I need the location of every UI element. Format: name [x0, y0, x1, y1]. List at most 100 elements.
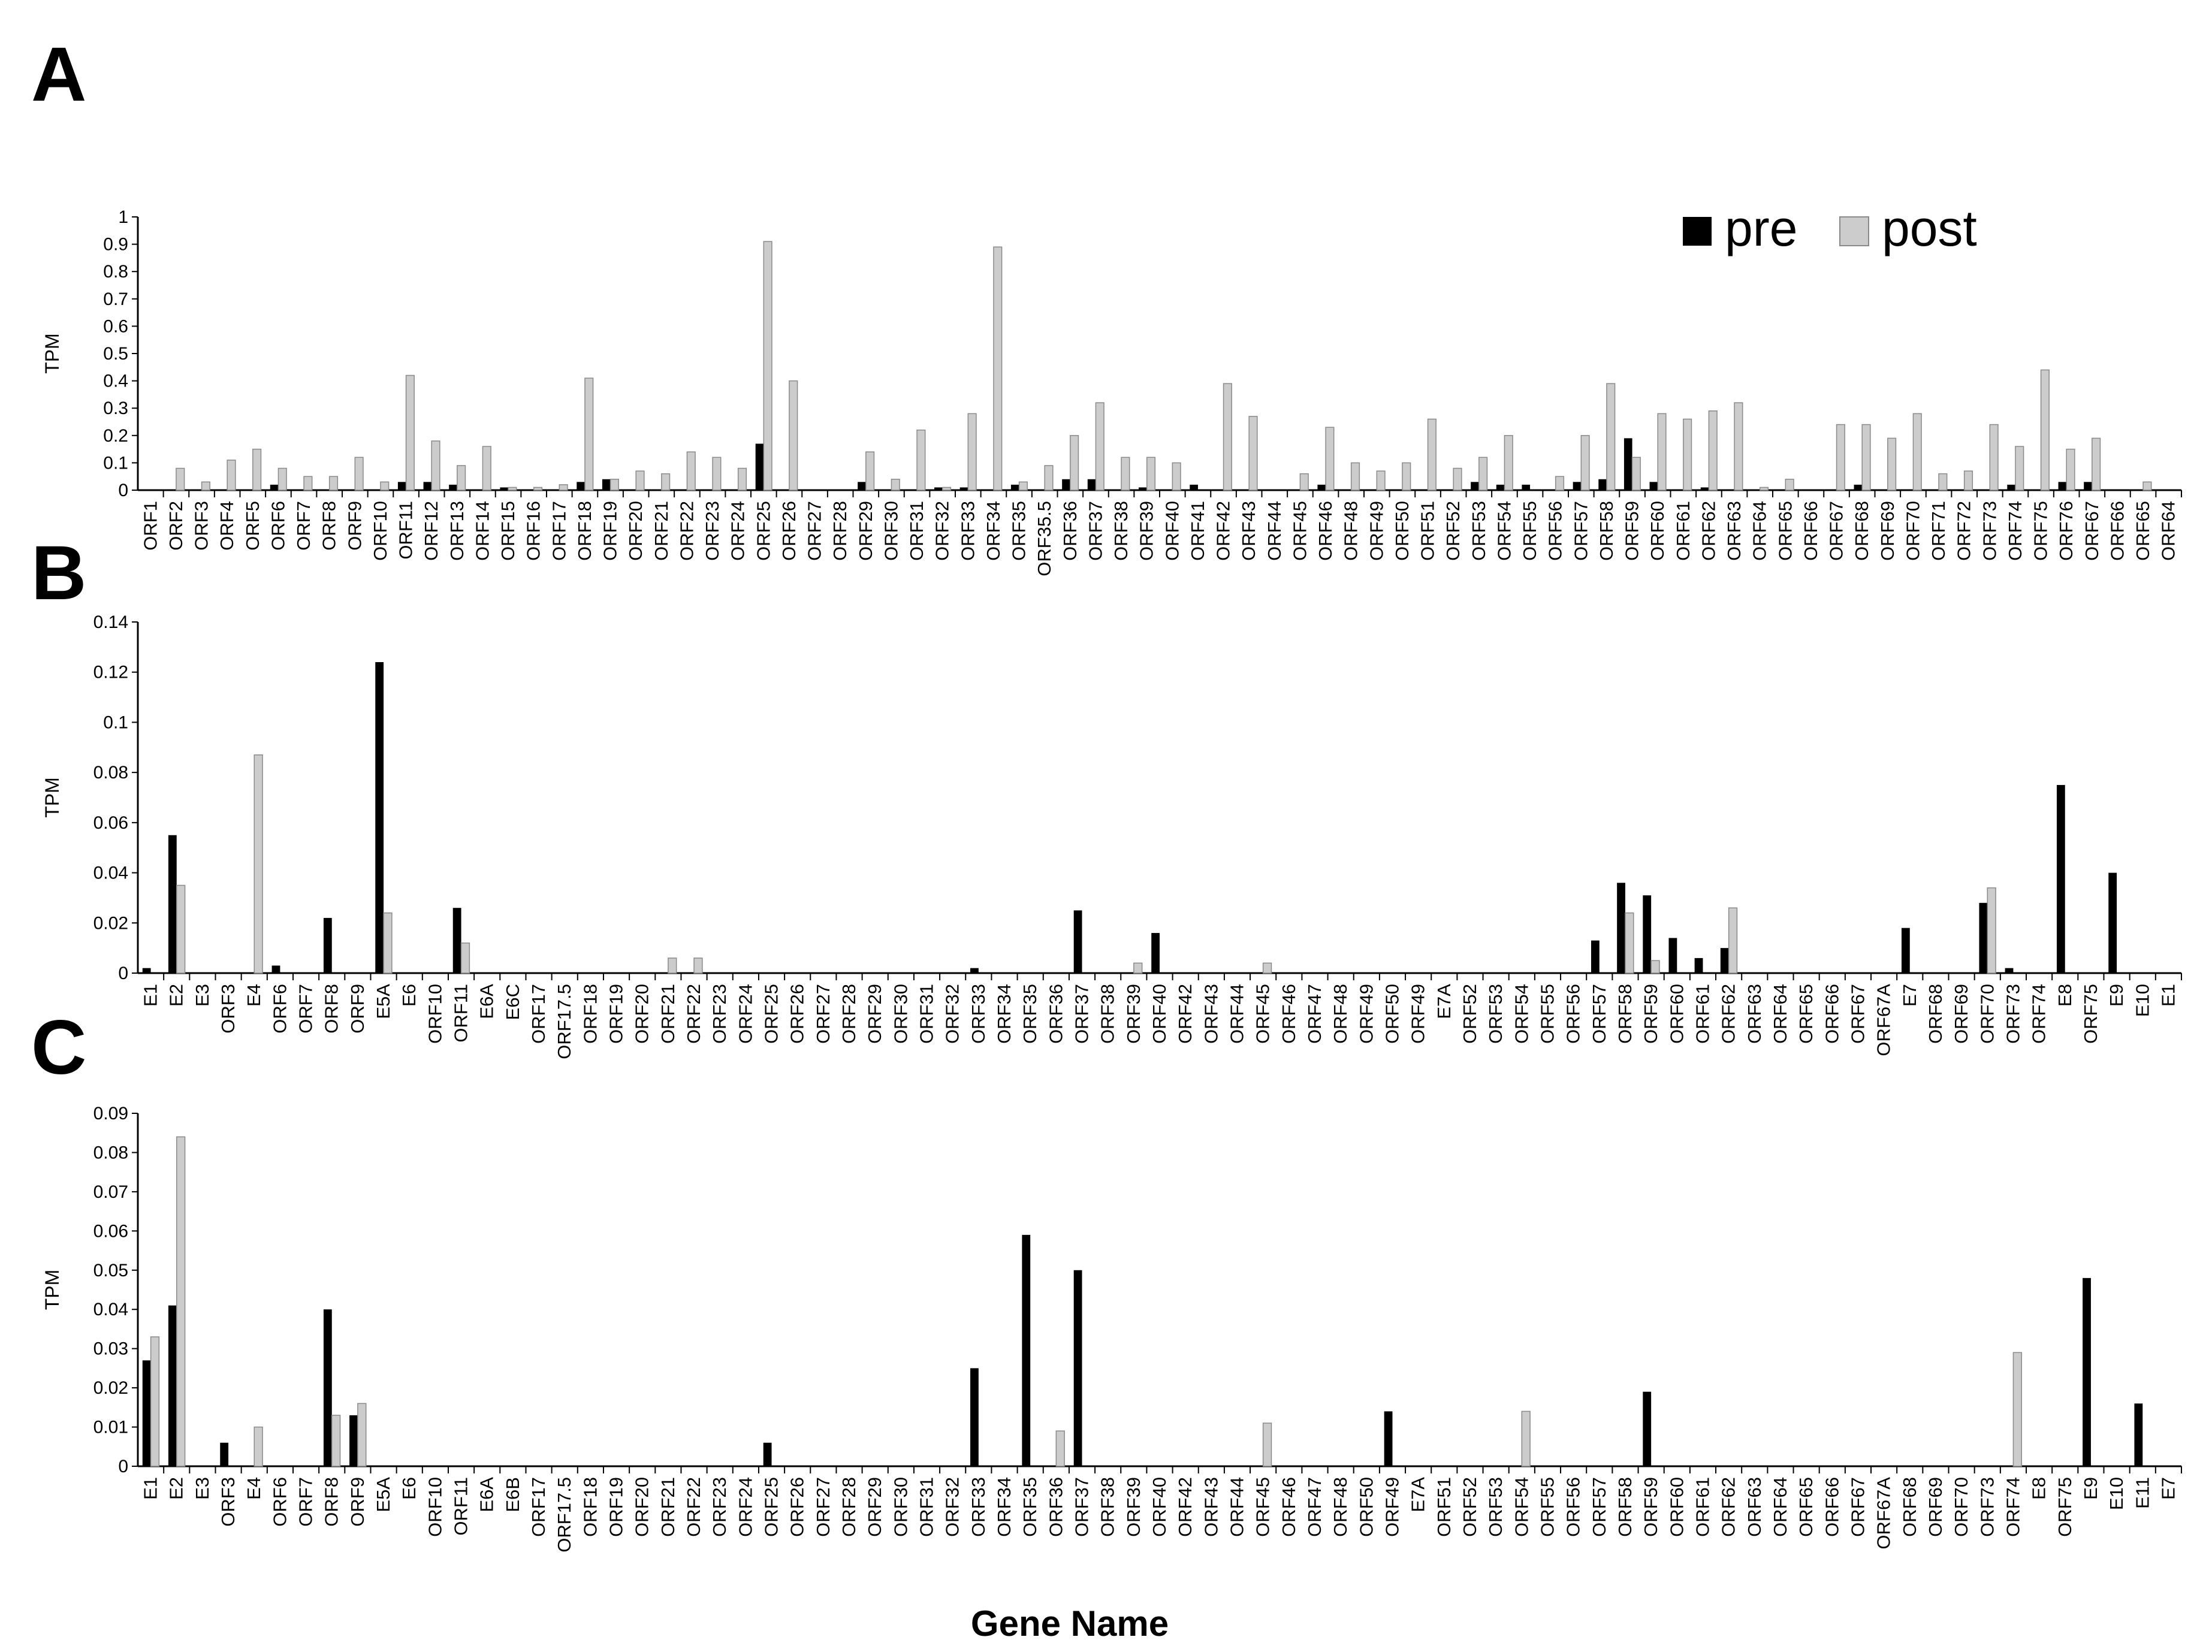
- y-tick-label: 0: [118, 964, 128, 983]
- x-tick-label: ORF3: [218, 1477, 239, 1527]
- bar-pre: [2084, 482, 2092, 490]
- x-tick-label: ORF30: [890, 984, 911, 1044]
- x-tick-label: ORF56: [1545, 501, 1566, 561]
- legend: pre post: [1683, 200, 1977, 256]
- x-tick-label: ORF9: [344, 501, 365, 551]
- bar-post: [967, 413, 977, 491]
- bar-pre: [449, 484, 457, 490]
- x-tick-label: ORF26: [787, 984, 808, 1044]
- x-tick-label: E7: [2157, 1477, 2178, 1500]
- x-tick-label: ORF40: [1149, 984, 1170, 1044]
- x-tick-label: ORF28: [838, 984, 859, 1044]
- x-tick-label: ORF69: [1925, 1477, 1946, 1537]
- bar-pre: [1700, 487, 1709, 490]
- bar-post: [993, 246, 1003, 491]
- x-tick-label: ORF44: [1226, 1477, 1247, 1537]
- x-tick-label: ORF2: [165, 501, 186, 551]
- x-tick-label: ORF56: [1563, 984, 1584, 1044]
- bar-pre: [755, 443, 764, 490]
- bar-pre: [271, 965, 280, 973]
- bar-post: [1785, 479, 1794, 491]
- x-tick-label: ORF65: [2132, 501, 2153, 561]
- x-tick-label: ORF74: [2002, 1477, 2023, 1537]
- x-tick-label: E8: [2054, 984, 2075, 1007]
- x-tick-label: ORF31: [906, 501, 927, 561]
- x-tick-label: ORF65: [1795, 984, 1816, 1044]
- bar-pre: [1901, 928, 1910, 973]
- x-tick-label: ORF30: [890, 1477, 911, 1537]
- x-tick-label: ORF50: [1381, 984, 1402, 1044]
- bar-pre: [1496, 484, 1505, 490]
- x-tick-label: ORF60: [1666, 984, 1687, 1044]
- x-tick-label: ORF45: [1253, 1477, 1274, 1537]
- bar-post: [2040, 369, 2050, 491]
- bar-post: [1912, 413, 1922, 491]
- x-tick-label: ORF66: [1821, 984, 1842, 1044]
- bar-post: [916, 429, 926, 491]
- legend-swatch-post: [1839, 216, 1869, 246]
- x-tick-label: E1: [140, 984, 161, 1007]
- x-tick-label: ORF26: [778, 501, 799, 561]
- x-tick-label: ORF57: [1570, 501, 1591, 561]
- bar-pre: [1022, 1234, 1031, 1466]
- bar-post: [508, 487, 517, 491]
- y-tick-label: 0: [118, 1457, 128, 1476]
- x-tick-label: ORF49: [1356, 984, 1377, 1044]
- x-tick-label: ORF15: [497, 501, 518, 561]
- x-tick-label: ORF36: [1060, 501, 1081, 561]
- y-tick-label: 0: [118, 481, 128, 500]
- bar-post: [405, 375, 415, 491]
- x-tick-label: ORF64: [1749, 501, 1770, 561]
- x-tick-label: ORF74: [2029, 984, 2050, 1044]
- bar-post: [559, 484, 568, 491]
- bar-post: [1657, 413, 1667, 491]
- y-tick-label: 0.5: [103, 344, 128, 364]
- y-tick-label: 0.1: [103, 453, 128, 473]
- bar-pre: [423, 482, 432, 490]
- bar-post: [1625, 912, 1634, 974]
- x-tick-label: ORF33: [968, 984, 989, 1044]
- x-tick-label: ORF36: [1045, 1477, 1066, 1537]
- bar-pre: [858, 482, 866, 490]
- bar-post: [1055, 1430, 1065, 1467]
- x-tick-label: ORF59: [1622, 501, 1643, 561]
- bar-pre: [763, 1442, 772, 1466]
- x-tick-label: ORF62: [1718, 1477, 1739, 1537]
- legend-swatch-pre: [1683, 217, 1712, 246]
- x-tick-label: ORF35: [1019, 1477, 1040, 1537]
- bar-post: [941, 487, 952, 491]
- x-tick-label: ORF19: [606, 984, 627, 1044]
- x-tick-label: ORF23: [709, 1477, 730, 1537]
- bar-post: [686, 451, 696, 491]
- x-tick-label: ORF67: [1847, 984, 1868, 1044]
- y-tick-label: 0.7: [103, 289, 128, 309]
- x-tick-label: E6A: [476, 1477, 497, 1512]
- x-tick-label: ORF17: [548, 501, 569, 561]
- bar-post: [2142, 481, 2152, 491]
- bar-post: [176, 1136, 186, 1467]
- x-tick-label: ORF75: [2054, 1477, 2075, 1537]
- x-tick-label: ORF63: [1744, 984, 1765, 1044]
- x-tick-label: ORF8: [321, 1477, 342, 1527]
- x-tick-label: ORF64: [1770, 1477, 1791, 1537]
- legend-label-post: post: [1882, 200, 1977, 256]
- y-tick-label: 0.07: [93, 1182, 128, 1202]
- x-tick-label: E6: [399, 1477, 420, 1500]
- x-tick-label: ORF18: [580, 1477, 600, 1537]
- x-tick-label: ORF65: [1775, 501, 1795, 561]
- x-tick-label: ORF64: [2158, 501, 2179, 561]
- bar-pre: [970, 1368, 979, 1466]
- x-tick-label: ORF68: [1899, 1477, 1920, 1537]
- x-tick-label: ORF33: [957, 501, 978, 561]
- bar-post: [254, 1426, 263, 1467]
- x-tick-label: ORF21: [657, 1477, 678, 1537]
- x-tick-label: ORF12: [421, 501, 442, 561]
- bar-post: [712, 457, 722, 491]
- x-tick-label: ORF69: [1877, 501, 1898, 561]
- bar-post: [1453, 467, 1462, 491]
- x-tick-label: ORF31: [916, 1477, 937, 1537]
- x-tick-label: ORF3: [191, 501, 212, 551]
- y-tick-label: 0.06: [93, 1221, 128, 1241]
